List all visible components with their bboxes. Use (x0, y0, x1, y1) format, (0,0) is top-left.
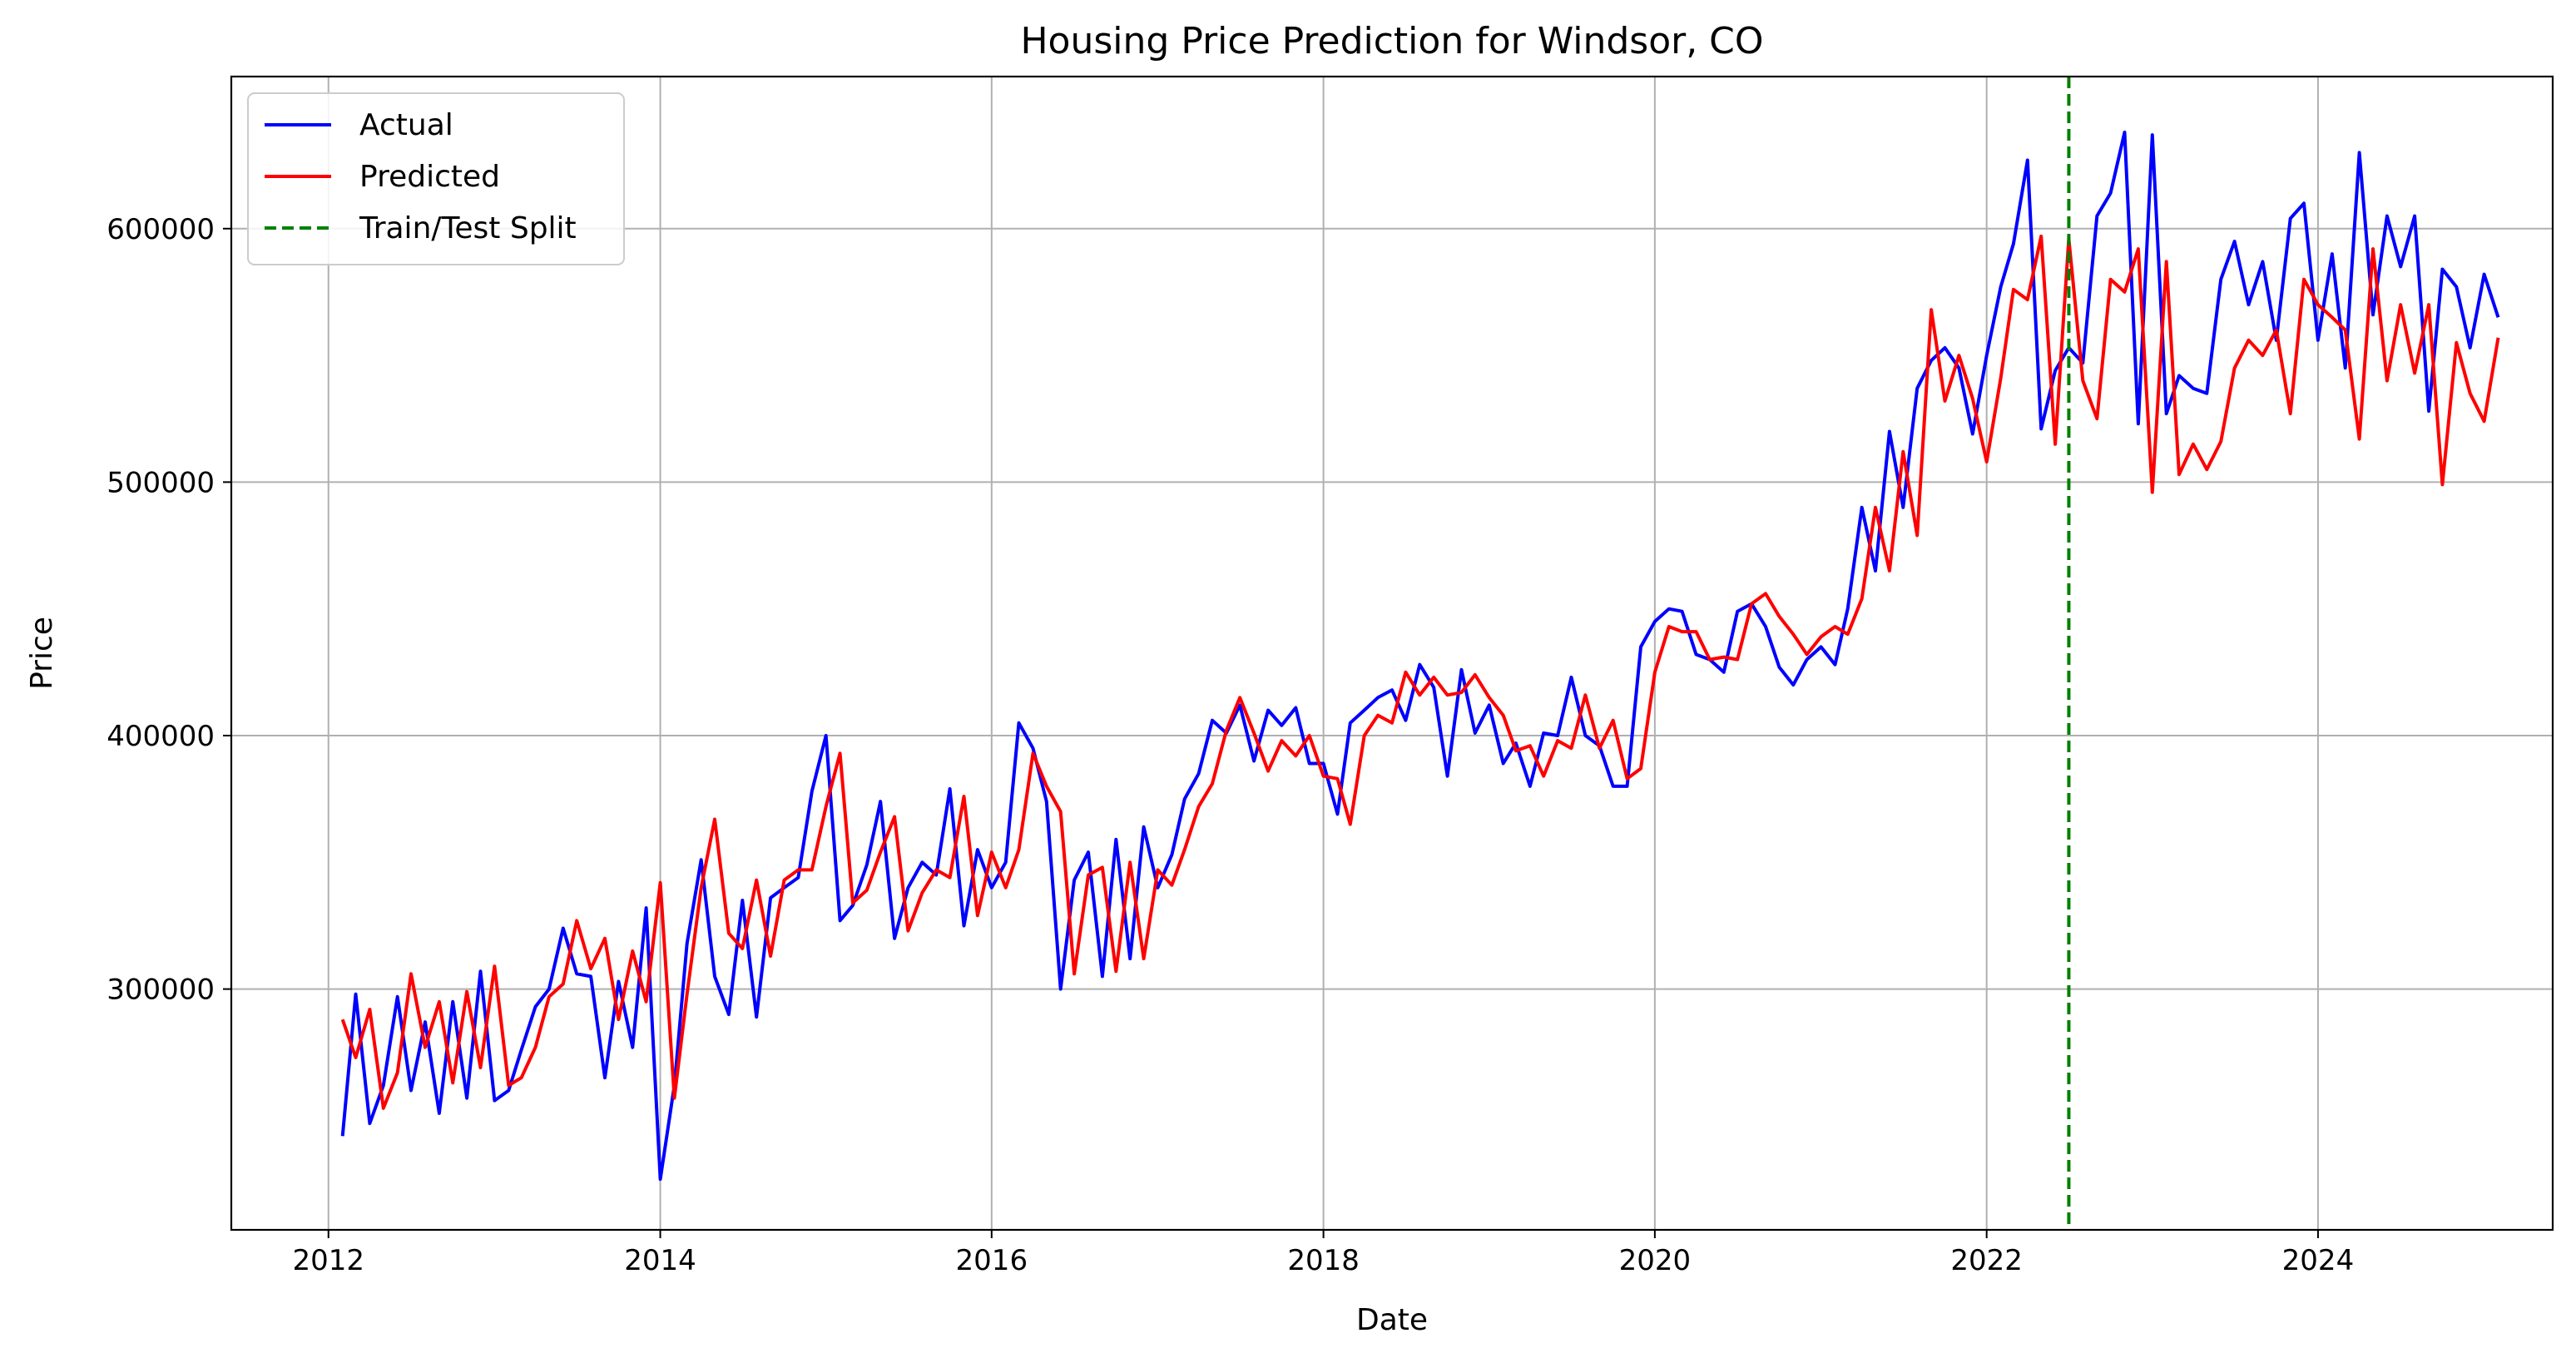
y-tick-label: 600000 (107, 213, 215, 246)
legend-label: Train/Test Split (359, 211, 577, 245)
legend-label: Predicted (359, 160, 500, 194)
x-axis-label: Date (1356, 1303, 1428, 1337)
series-line-predicted (340, 234, 2500, 1110)
x-tick-label: 2020 (1619, 1244, 1692, 1277)
y-tick-label: 500000 (107, 466, 215, 499)
legend: Actual Predicted Train/Test Split (247, 92, 625, 265)
y-axis-label: Price (25, 617, 59, 690)
x-tick-label: 2014 (624, 1244, 696, 1277)
x-tick-label: 2018 (1287, 1244, 1360, 1277)
x-tick-label: 2022 (1950, 1244, 2023, 1277)
plot-lines (340, 77, 2500, 1230)
axes-frame (230, 75, 2554, 1232)
axis-ticks: 2012 2014 2016 2018 2020 2022 2024 300000 400000… (107, 213, 2354, 1277)
series-line-actual (340, 131, 2500, 1182)
chart-title: Housing Price Prediction for Windsor, CO (1020, 20, 1763, 62)
x-tick-label: 2012 (292, 1244, 364, 1277)
legend-label: Actual (359, 108, 453, 142)
y-tick-label: 300000 (107, 974, 215, 1007)
y-tick-label: 400000 (107, 720, 215, 753)
legend-box (247, 92, 625, 265)
x-tick-label: 2016 (956, 1244, 1028, 1277)
x-tick-label: 2024 (2282, 1244, 2355, 1277)
